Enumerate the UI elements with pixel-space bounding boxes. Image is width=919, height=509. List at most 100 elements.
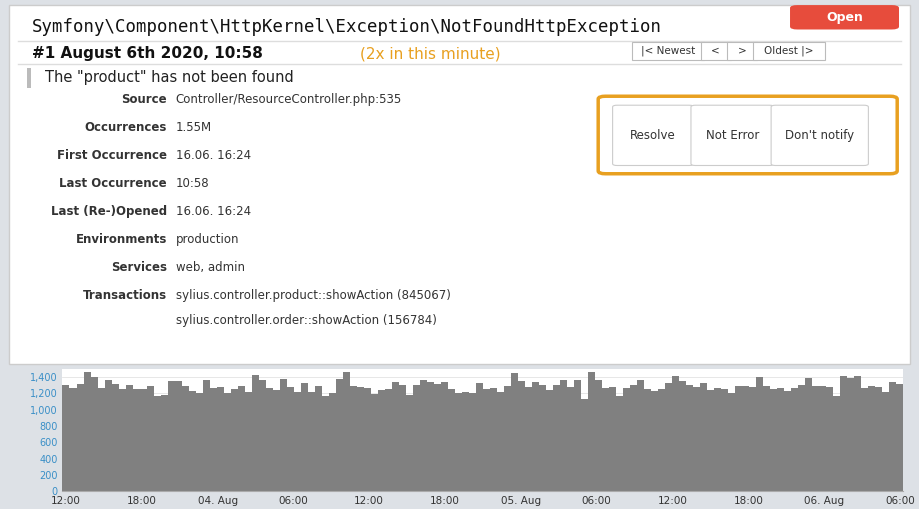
Point bbox=[684, 161, 695, 167]
Bar bbox=[210, 388, 217, 491]
Bar bbox=[686, 385, 693, 491]
Bar bbox=[469, 393, 476, 491]
Text: 16.06. 16:24: 16.06. 16:24 bbox=[176, 205, 251, 218]
Bar bbox=[476, 383, 483, 491]
Bar bbox=[455, 393, 462, 491]
Bar bbox=[665, 383, 672, 491]
Bar bbox=[672, 376, 679, 491]
Bar bbox=[581, 399, 588, 491]
Bar bbox=[132, 389, 140, 491]
Bar bbox=[882, 392, 890, 491]
Text: Oldest |>: Oldest |> bbox=[765, 45, 814, 56]
Bar bbox=[167, 381, 175, 491]
Bar bbox=[743, 386, 749, 491]
Point bbox=[767, 161, 778, 167]
Bar bbox=[847, 378, 855, 491]
Text: Occurrences: Occurrences bbox=[85, 121, 166, 134]
Bar bbox=[259, 380, 266, 491]
Bar bbox=[70, 387, 76, 491]
Bar bbox=[497, 392, 504, 491]
Point bbox=[684, 104, 695, 110]
Bar bbox=[161, 394, 167, 491]
Bar bbox=[777, 388, 784, 491]
Text: 16.06. 16:24: 16.06. 16:24 bbox=[176, 149, 251, 162]
FancyBboxPatch shape bbox=[727, 42, 756, 60]
Bar bbox=[441, 382, 448, 491]
Bar bbox=[140, 389, 147, 491]
Text: Controller/ResourceController.php:535: Controller/ResourceController.php:535 bbox=[176, 93, 402, 106]
Bar bbox=[861, 388, 868, 491]
Bar bbox=[834, 395, 840, 491]
Bar bbox=[574, 380, 581, 491]
FancyBboxPatch shape bbox=[613, 105, 694, 165]
Bar bbox=[391, 382, 399, 491]
Bar bbox=[749, 387, 756, 491]
Bar bbox=[721, 389, 728, 491]
Bar bbox=[791, 388, 799, 491]
Bar bbox=[378, 390, 385, 491]
Text: Open: Open bbox=[826, 11, 863, 24]
Bar bbox=[287, 387, 294, 491]
Bar bbox=[357, 387, 364, 491]
Bar bbox=[364, 388, 371, 491]
Bar bbox=[805, 379, 812, 491]
Bar bbox=[329, 393, 335, 491]
Bar bbox=[343, 372, 350, 491]
Bar bbox=[448, 389, 455, 491]
Bar bbox=[616, 396, 623, 491]
Bar bbox=[764, 386, 770, 491]
Bar bbox=[770, 389, 777, 491]
Text: #1 August 6th 2020, 10:58: #1 August 6th 2020, 10:58 bbox=[31, 46, 263, 62]
Text: |< Newest: |< Newest bbox=[641, 45, 695, 56]
Bar bbox=[147, 386, 153, 491]
Bar bbox=[700, 383, 708, 491]
Bar bbox=[812, 386, 820, 491]
Bar bbox=[188, 391, 196, 491]
FancyBboxPatch shape bbox=[631, 42, 705, 60]
Bar bbox=[693, 386, 700, 491]
Bar bbox=[532, 382, 539, 491]
Bar bbox=[546, 390, 553, 491]
Bar bbox=[539, 385, 546, 491]
Bar bbox=[223, 393, 231, 491]
Text: Source: Source bbox=[121, 93, 166, 106]
Text: The "product" has not been found: The "product" has not been found bbox=[45, 70, 294, 86]
Bar bbox=[623, 388, 630, 491]
Bar bbox=[553, 385, 560, 491]
Bar bbox=[315, 386, 322, 491]
Bar bbox=[426, 382, 434, 491]
Bar bbox=[76, 384, 84, 491]
Text: Not Error: Not Error bbox=[706, 129, 759, 142]
Bar bbox=[231, 389, 238, 491]
Bar bbox=[279, 379, 287, 491]
Bar bbox=[252, 375, 259, 491]
FancyBboxPatch shape bbox=[790, 5, 899, 30]
Bar bbox=[413, 385, 420, 491]
Bar bbox=[420, 380, 427, 491]
Bar bbox=[203, 380, 210, 491]
Bar bbox=[273, 389, 279, 491]
Bar bbox=[658, 389, 665, 491]
Text: production: production bbox=[176, 233, 239, 246]
Bar bbox=[238, 386, 244, 491]
Bar bbox=[518, 381, 525, 491]
Bar bbox=[876, 387, 882, 491]
Bar bbox=[217, 387, 223, 491]
Bar bbox=[399, 385, 406, 491]
Bar bbox=[560, 380, 567, 491]
Bar bbox=[652, 390, 658, 491]
FancyBboxPatch shape bbox=[771, 105, 868, 165]
Bar bbox=[175, 381, 182, 491]
Bar bbox=[525, 387, 532, 491]
Text: (2x in this minute): (2x in this minute) bbox=[360, 46, 501, 62]
Bar bbox=[406, 395, 413, 491]
Bar bbox=[126, 384, 132, 491]
Bar bbox=[119, 389, 126, 491]
Bar bbox=[335, 379, 343, 491]
Text: Environments: Environments bbox=[75, 233, 166, 246]
Bar bbox=[28, 68, 31, 88]
Bar bbox=[708, 390, 714, 491]
Bar bbox=[301, 383, 308, 491]
Bar bbox=[350, 386, 357, 491]
Bar bbox=[385, 389, 391, 491]
